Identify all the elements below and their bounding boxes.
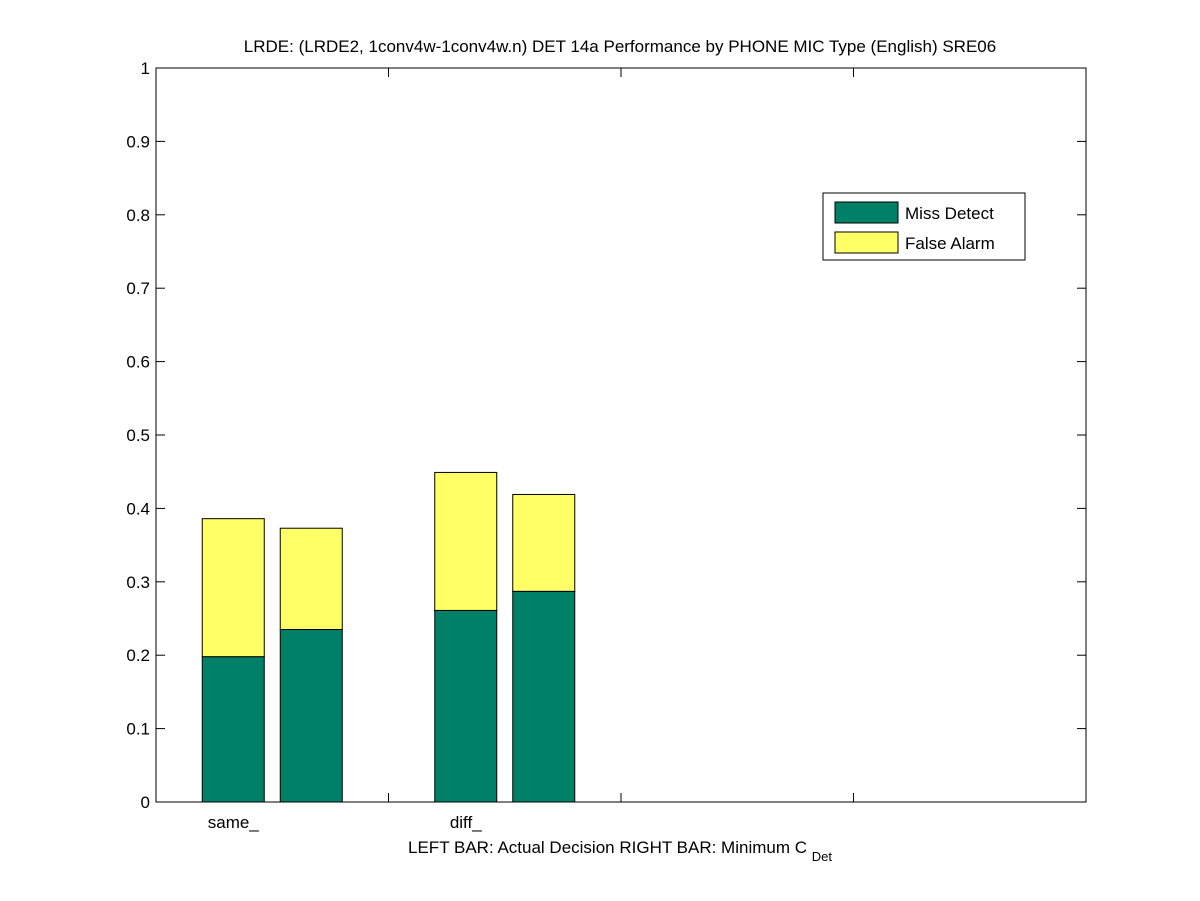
y-tick-label: 0.6 — [126, 353, 150, 372]
y-tick-label: 0.5 — [126, 426, 150, 445]
bar-false-alarm-diff-minimum — [512, 493, 576, 592]
legend-swatch-false-alarm — [834, 231, 899, 254]
y-tick-label: 0.8 — [126, 206, 150, 225]
y-tick-label: 0.1 — [126, 720, 150, 739]
legend-swatch-miss-detect — [834, 201, 899, 224]
legend-label-false-alarm: False Alarm — [905, 234, 995, 253]
legend: Miss Detect False Alarm — [822, 192, 1026, 261]
y-tick-label: 0.2 — [126, 646, 150, 665]
bar-miss-detect-same-minimum — [279, 629, 343, 803]
bar-false-alarm-diff-actual — [434, 471, 498, 611]
bar-false-alarm-same-minimum — [279, 527, 343, 631]
x-axis-label-right: RIGHT BAR: Minimum C — [619, 838, 807, 857]
x-axis-label-subscript: Det — [812, 849, 833, 864]
y-tick-label: 1 — [141, 59, 150, 78]
bars-layer — [201, 471, 576, 803]
bar-false-alarm-same-actual — [201, 518, 265, 658]
y-tick-label: 0.9 — [126, 132, 150, 151]
y-tick-labels: 0 0.1 0.2 0.3 0.4 0.5 0.6 0.7 0.8 0.9 1 — [126, 59, 150, 812]
y-tick-label: 0.4 — [126, 499, 150, 518]
y-tick-label: 0 — [141, 793, 150, 812]
bar-miss-detect-diff-minimum — [512, 590, 576, 803]
x-axis-label-left: LEFT BAR: Actual Decision — [408, 838, 615, 857]
x-tick-label: diff_ — [450, 813, 482, 832]
legend-label-miss-detect: Miss Detect — [905, 204, 994, 223]
bar-miss-detect-same-actual — [201, 656, 265, 803]
x-axis-label: LEFT BAR: Actual Decision RIGHT BAR: Min… — [408, 838, 832, 864]
plot-frame — [155, 67, 1087, 803]
x-tick-label: same_ — [208, 813, 260, 832]
y-tick-label: 0.3 — [126, 573, 150, 592]
chart-title: LRDE: (LRDE2, 1conv4w-1conv4w.n) DET 14a… — [244, 37, 996, 56]
x-tick-labels: same_ diff_ — [208, 813, 482, 832]
bar-miss-detect-diff-actual — [434, 609, 498, 803]
y-tick-label: 0.7 — [126, 279, 150, 298]
